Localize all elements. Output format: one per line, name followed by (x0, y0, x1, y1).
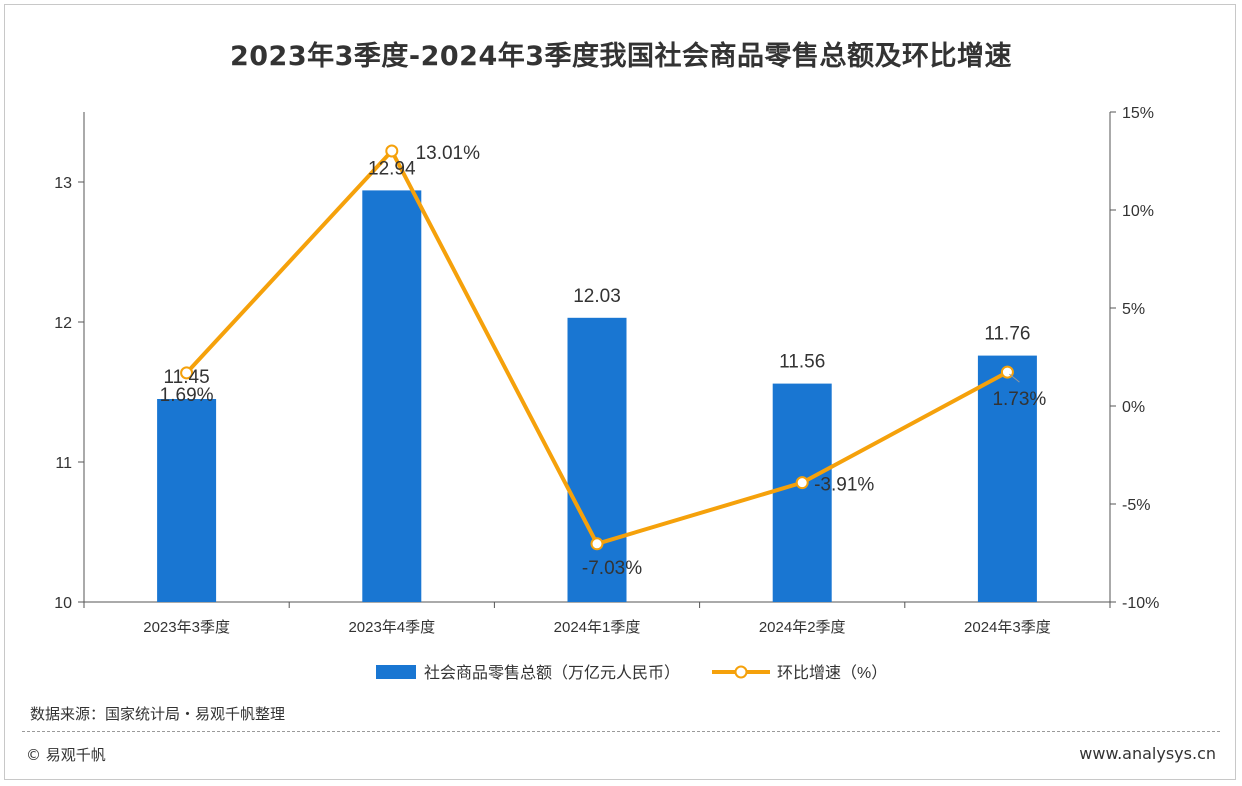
x-tick-label: 2024年1季度 (554, 619, 641, 636)
copyright-text: © 易观千帆 (26, 746, 106, 764)
legend-line-label: 环比增速（%） (777, 664, 887, 682)
y-left-tick-label: 10 (54, 595, 72, 612)
line-data-label: 13.01% (416, 143, 481, 164)
x-tick-label: 2024年2季度 (759, 619, 846, 636)
x-tick-label: 2023年4季度 (348, 619, 435, 636)
legend-bar-label: 社会商品零售总额（万亿元人民币） (424, 664, 680, 682)
footer-divider (22, 731, 1220, 732)
y-left-tick-label: 12 (54, 315, 72, 332)
bar (362, 190, 422, 602)
x-tick-label: 2023年3季度 (143, 619, 230, 636)
bar-data-label: 11.56 (779, 352, 825, 373)
y-right-tick-label: 0% (1122, 399, 1145, 416)
line-data-label: -3.91% (814, 475, 874, 496)
bar-data-label: 11.76 (984, 324, 1030, 345)
y-left-tick-label: 13 (54, 175, 72, 192)
line-data-label: 1.69% (160, 385, 214, 406)
y-right-tick-label: 10% (1122, 203, 1154, 220)
line-data-label: 1.73% (992, 389, 1046, 410)
chart-frame (4, 4, 1236, 780)
bar-data-label: 12.94 (368, 158, 416, 179)
line-data-label: -7.03% (582, 558, 642, 579)
chart-title: 2023年3季度-2024年3季度我国社会商品零售总额及环比增速 (229, 41, 1013, 72)
bar (772, 383, 832, 602)
x-tick-label: 2024年3季度 (964, 619, 1051, 636)
bar-data-label: 12.03 (573, 286, 621, 307)
y-right-tick-label: -5% (1122, 497, 1150, 514)
bar (157, 399, 217, 602)
bar (977, 355, 1037, 602)
y-right-tick-label: 5% (1122, 301, 1145, 318)
y-right-tick-label: -10% (1122, 595, 1159, 612)
bar (567, 317, 627, 602)
line-point (385, 144, 399, 158)
line-point (180, 366, 194, 380)
y-left-tick-label: 11 (55, 455, 72, 472)
legend-bar-swatch (376, 665, 416, 679)
line-point (590, 537, 604, 551)
y-right-tick-label: 15% (1122, 105, 1154, 122)
line-point (795, 476, 809, 490)
data-source-note: 数据来源：国家统计局・易观千帆整理 (30, 705, 286, 723)
label-leader-line (1009, 373, 1020, 383)
bar-data-label: 11.45 (164, 367, 210, 388)
website-link[interactable]: www.analysys.cn (1079, 744, 1216, 763)
legend-line-marker (734, 665, 748, 679)
